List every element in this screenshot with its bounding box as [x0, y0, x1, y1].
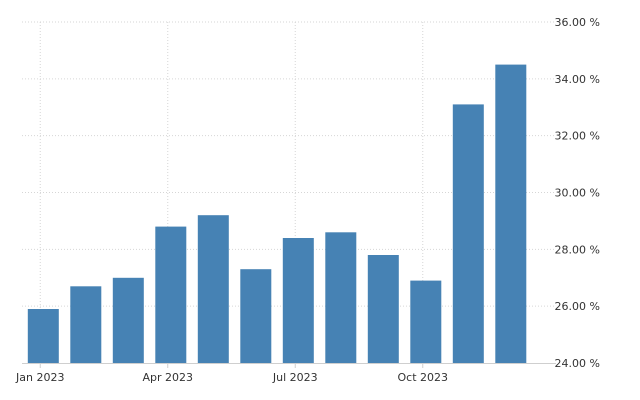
y-tick-label: 32.00 %: [555, 130, 600, 143]
tick-labels: 24.00 % 26.00 % 28.00 % 30.00 % 32.00 % 34.00…: [15, 16, 600, 384]
bar-2023-09[interactable]: [367, 255, 399, 363]
y-tick-label: 24.00 %: [555, 357, 600, 370]
x-tick-label: Oct 2023: [397, 371, 448, 384]
bar-series: [27, 64, 527, 364]
bar-2023-02[interactable]: [70, 286, 102, 363]
bar-2023-01[interactable]: [27, 309, 59, 363]
bar-2023-07[interactable]: [282, 238, 314, 363]
bar-2023-12[interactable]: [495, 64, 527, 363]
y-tick-label: 30.00 %: [555, 187, 600, 200]
bar-2023-11[interactable]: [452, 104, 484, 364]
y-tick-label: 36.00 %: [555, 16, 600, 29]
y-tick-label: 28.00 %: [555, 243, 600, 256]
bar-2023-08[interactable]: [325, 232, 357, 363]
bar-2023-06[interactable]: [240, 269, 272, 363]
axes: [22, 363, 556, 368]
bar-2023-04[interactable]: [155, 226, 187, 363]
bar-2023-03[interactable]: [112, 277, 144, 364]
x-tick-label: Jan 2023: [15, 371, 64, 384]
y-tick-label: 26.00 %: [555, 300, 600, 313]
bar-2023-10[interactable]: [410, 280, 442, 363]
y-tick-label: 34.00 %: [555, 73, 600, 86]
x-tick-label: Apr 2023: [142, 371, 193, 384]
bar-2023-05[interactable]: [197, 215, 229, 363]
x-tick-label: Jul 2023: [272, 371, 318, 384]
